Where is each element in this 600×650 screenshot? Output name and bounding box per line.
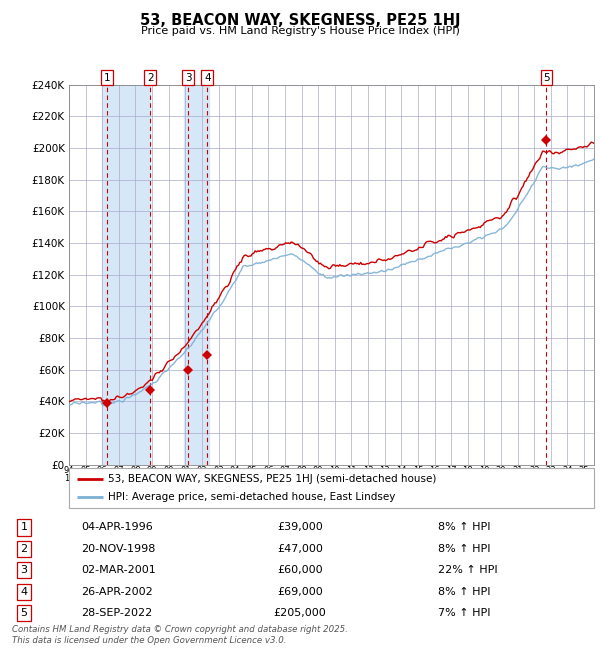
Text: 4: 4: [20, 587, 28, 597]
Text: Contains HM Land Registry data © Crown copyright and database right 2025.
This d: Contains HM Land Registry data © Crown c…: [12, 625, 348, 645]
Text: HPI: Average price, semi-detached house, East Lindsey: HPI: Average price, semi-detached house,…: [109, 493, 396, 502]
Text: 8% ↑ HPI: 8% ↑ HPI: [438, 523, 491, 532]
Text: £60,000: £60,000: [277, 566, 323, 575]
Text: 5: 5: [543, 73, 550, 83]
Text: 02-MAR-2001: 02-MAR-2001: [81, 566, 156, 575]
Bar: [102, 84, 151, 465]
Text: Price paid vs. HM Land Registry's House Price Index (HPI): Price paid vs. HM Land Registry's House …: [140, 26, 460, 36]
Text: 22% ↑ HPI: 22% ↑ HPI: [438, 566, 497, 575]
Text: 53, BEACON WAY, SKEGNESS, PE25 1HJ (semi-detached house): 53, BEACON WAY, SKEGNESS, PE25 1HJ (semi…: [109, 474, 437, 484]
Text: 8% ↑ HPI: 8% ↑ HPI: [438, 544, 491, 554]
Text: 2: 2: [20, 544, 28, 554]
Text: 1: 1: [20, 523, 28, 532]
Text: 20-NOV-1998: 20-NOV-1998: [81, 544, 155, 554]
Text: 26-APR-2002: 26-APR-2002: [81, 587, 153, 597]
Text: 28-SEP-2022: 28-SEP-2022: [81, 608, 152, 618]
Text: 53, BEACON WAY, SKEGNESS, PE25 1HJ: 53, BEACON WAY, SKEGNESS, PE25 1HJ: [140, 13, 460, 28]
Text: £47,000: £47,000: [277, 544, 323, 554]
Text: £69,000: £69,000: [277, 587, 323, 597]
Text: 4: 4: [204, 73, 211, 83]
Text: 1: 1: [103, 73, 110, 83]
Bar: [184, 84, 209, 465]
Text: 8% ↑ HPI: 8% ↑ HPI: [438, 587, 491, 597]
Text: 5: 5: [20, 608, 28, 618]
Text: 3: 3: [20, 566, 28, 575]
Text: £39,000: £39,000: [277, 523, 323, 532]
Text: 2: 2: [147, 73, 154, 83]
Text: £205,000: £205,000: [274, 608, 326, 618]
Text: 04-APR-1996: 04-APR-1996: [81, 523, 153, 532]
Text: 3: 3: [185, 73, 191, 83]
Text: 7% ↑ HPI: 7% ↑ HPI: [438, 608, 491, 618]
